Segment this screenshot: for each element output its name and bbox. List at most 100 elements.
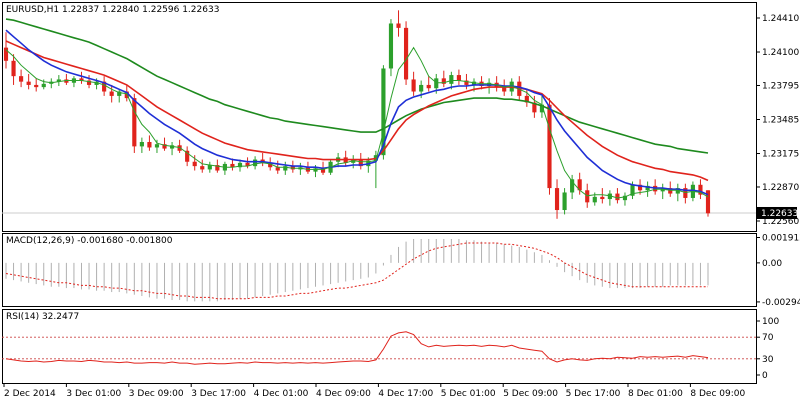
candle-bear[interactable]	[705, 190, 711, 214]
candle-bear[interactable]	[290, 166, 295, 170]
price-ytick-label: 1.23485	[762, 116, 799, 126]
candle-bear[interactable]	[34, 84, 39, 88]
rsi-ytick-label: 100	[762, 317, 779, 327]
candle-bull[interactable]	[419, 84, 424, 92]
candle-bear[interactable]	[86, 80, 92, 85]
price-panel-title: EURUSD,H1 1.22837 1.22840 1.22596 1.2263…	[6, 5, 220, 15]
candle-bull[interactable]	[94, 81, 99, 85]
candle-bull[interactable]	[539, 104, 545, 113]
price-panel[interactable]: 1.24410 1.24100 1.23795 1.23485 1.23175 1.228…	[2, 10, 799, 227]
candle-bear[interactable]	[577, 179, 582, 191]
candle-bull[interactable]	[471, 81, 477, 85]
candle-bear[interactable]	[215, 165, 220, 171]
candle-bull[interactable]	[630, 184, 635, 196]
time-tick-label: 3 Dec 17:00	[191, 389, 246, 399]
candle-bear[interactable]	[532, 102, 537, 113]
candle-bear[interactable]	[502, 87, 507, 92]
candle-bear[interactable]	[320, 168, 326, 173]
candle-bull[interactable]	[351, 159, 356, 163]
candle-bear[interactable]	[426, 84, 431, 89]
candle-bear[interactable]	[185, 150, 190, 162]
candle-bear[interactable]	[275, 167, 280, 171]
candle-bear[interactable]	[683, 188, 688, 198]
candle-bear[interactable]	[615, 193, 620, 201]
candle-bull[interactable]	[622, 195, 628, 201]
candle-bull[interactable]	[139, 141, 144, 147]
candle-bull[interactable]	[675, 188, 680, 194]
candle-bear[interactable]	[268, 162, 273, 168]
candle-bear[interactable]	[698, 184, 703, 195]
rsi-panel[interactable]: 100 70 30 0	[2, 317, 779, 381]
candle-bear[interactable]	[245, 162, 250, 167]
candle-bear[interactable]	[3, 47, 9, 61]
candle-bear[interactable]	[162, 144, 167, 149]
panel-frames	[2, 2, 757, 384]
candle-bear[interactable]	[411, 79, 416, 92]
time-tick-label: 5 Dec 17:00	[566, 389, 621, 399]
candle-bull[interactable]	[645, 185, 650, 191]
candle-bear[interactable]	[26, 81, 31, 85]
candle-bear[interactable]	[230, 163, 235, 168]
candle-bear[interactable]	[456, 75, 461, 81]
candle-bear[interactable]	[358, 159, 363, 167]
candle-bull[interactable]	[434, 78, 439, 89]
candle-bear[interactable]	[79, 78, 84, 81]
candle-bear[interactable]	[464, 80, 469, 85]
candle-bull[interactable]	[562, 192, 567, 211]
candle-bull[interactable]	[592, 196, 597, 203]
candle-bear[interactable]	[554, 188, 560, 211]
candle-bear[interactable]	[637, 184, 643, 191]
candle-bear[interactable]	[200, 166, 205, 170]
candle-bull[interactable]	[56, 79, 61, 82]
candle-bear[interactable]	[600, 196, 605, 200]
time-tick-label: 2 Dec 2014	[4, 389, 56, 399]
candle-bull[interactable]	[660, 188, 665, 192]
candle-bear[interactable]	[524, 95, 529, 103]
candle-bull[interactable]	[381, 68, 386, 156]
candle-bear[interactable]	[102, 81, 107, 92]
rsi-ytick-label: 30	[762, 355, 774, 365]
macd-panel[interactable]: 0.001912 0.00 -0.002943	[5, 233, 800, 308]
time-tick-label: 4 Dec 01:00	[254, 389, 309, 399]
candle-bull[interactable]	[283, 166, 288, 171]
candle-bear[interactable]	[147, 141, 152, 148]
time-tick-label: 4 Dec 09:00	[316, 389, 371, 399]
candle-bull[interactable]	[41, 83, 46, 88]
rsi-line	[5, 331, 709, 365]
time-tick-label: 4 Dec 17:00	[378, 389, 433, 399]
time-tick-label: 8 Dec 01:00	[628, 389, 683, 399]
macd-ytick-label: 0.001912	[762, 233, 800, 243]
macd-ytick-label: -0.002943	[762, 298, 800, 308]
candle-bear[interactable]	[403, 27, 409, 80]
macd-ytick-label: 0.00	[762, 259, 782, 269]
candle-bear[interactable]	[64, 79, 69, 83]
candle-bull[interactable]	[313, 168, 318, 172]
last-price-badge	[757, 206, 797, 219]
candle-bull[interactable]	[449, 75, 454, 84]
candle-bull[interactable]	[570, 179, 575, 193]
candle-bear[interactable]	[547, 104, 552, 189]
candle-bear[interactable]	[192, 161, 197, 167]
candle-bull[interactable]	[117, 91, 122, 96]
candle-bull[interactable]	[237, 162, 243, 168]
candle-bull[interactable]	[253, 159, 258, 167]
candle-bear[interactable]	[668, 188, 673, 194]
candle-bear[interactable]	[585, 190, 590, 203]
candle-bull[interactable]	[154, 144, 160, 148]
candle-bear[interactable]	[11, 60, 16, 77]
candle-bear[interactable]	[396, 23, 401, 28]
candle-bear[interactable]	[441, 78, 446, 84]
candle-bull[interactable]	[207, 165, 212, 170]
price-ytick-label: 1.24100	[762, 48, 799, 58]
panel-frame	[2, 309, 757, 384]
candle-bear[interactable]	[109, 91, 114, 96]
candle-bear[interactable]	[132, 98, 137, 147]
candle-bull[interactable]	[169, 145, 175, 149]
price-ytick-label: 1.22560	[762, 217, 799, 227]
ma-green-line	[5, 18, 709, 154]
candle-bull[interactable]	[388, 23, 394, 69]
candle-bear[interactable]	[19, 76, 24, 82]
price-ytick-label: 1.24410	[762, 14, 799, 24]
rsi-panel-title: RSI(14) 32.2477	[6, 312, 80, 322]
